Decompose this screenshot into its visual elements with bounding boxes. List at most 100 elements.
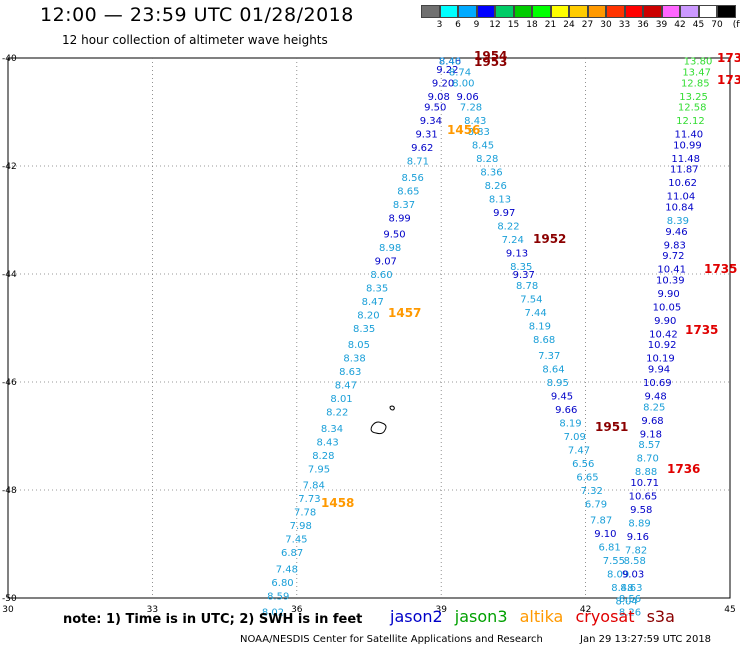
wave-height-label: 9.66 — [555, 405, 577, 416]
mission-legend: jason2 jason3 altika cryosat s3a — [390, 607, 682, 626]
lon-tick-label: 36 — [291, 605, 303, 615]
wave-height-label: 7.47 — [568, 446, 590, 457]
pass-time-label: 1954 — [474, 49, 507, 63]
wave-height-label: 8.34 — [321, 424, 343, 435]
wave-height-label: 8.56 — [619, 594, 641, 605]
wave-height-label: 8.63 — [620, 583, 642, 594]
wave-height-label: 12.85 — [681, 78, 710, 89]
wave-height-label: 8.88 — [635, 467, 657, 478]
wave-height-label: 8.89 — [628, 518, 650, 529]
wave-height-label: 8.20 — [357, 311, 379, 322]
wave-height-label: 9.10 — [594, 529, 616, 540]
wave-height-label: 8.26 — [619, 608, 641, 619]
wave-height-label: 8.35 — [366, 284, 388, 295]
pass-time-label: 1951 — [595, 420, 628, 434]
wave-height-label: 9.50 — [424, 103, 446, 114]
lon-tick-label: 45 — [724, 605, 735, 615]
wave-height-label: 11.87 — [670, 165, 699, 176]
wave-height-label: 8.95 — [547, 378, 569, 389]
wave-height-label: 7.32 — [581, 486, 603, 497]
wave-height-label: 9.46 — [665, 227, 687, 238]
wave-height-label: 8.71 — [407, 157, 429, 168]
wave-height-label: 7.45 — [285, 535, 307, 546]
wave-height-label: 8.47 — [335, 381, 357, 392]
lat-tick-label: -44 — [2, 270, 17, 280]
island-outline — [389, 405, 395, 411]
lat-tick-label: -42 — [2, 162, 17, 172]
wave-height-label: 7.09 — [564, 432, 586, 443]
lat-tick-label: -46 — [2, 378, 17, 388]
wave-height-label: 8.22 — [497, 221, 519, 232]
wave-height-label: 8.19 — [559, 419, 581, 430]
pass-time-label: 173 — [717, 73, 740, 87]
legend-label: 45 — [692, 20, 705, 30]
wave-height-label: 7.37 — [538, 351, 560, 362]
map-subtitle: 12 hour collection of altimeter wave hei… — [62, 33, 328, 47]
wave-height-label: 10.39 — [656, 275, 685, 286]
wave-height-label: 7.28 — [460, 103, 482, 114]
legend-label: 9 — [473, 20, 480, 30]
legend-swatch — [661, 5, 680, 18]
wave-height-label: 8.70 — [637, 454, 659, 465]
wave-height-label: 8.35 — [510, 262, 532, 273]
wave-height-label: 6.81 — [598, 543, 620, 554]
wave-height-label: 8.47 — [362, 297, 384, 308]
legend-swatch — [421, 5, 440, 18]
wave-height-label: 8.02 — [262, 608, 284, 619]
mission-jason2-label: jason2 — [390, 607, 443, 626]
wave-height-label: 10.05 — [653, 302, 682, 313]
wave-height-label: 8.68 — [533, 335, 555, 346]
legend-label: 39 — [655, 20, 668, 30]
legend-swatch — [698, 5, 717, 18]
wave-height-label: 8.58 — [624, 556, 646, 567]
wave-height-label: 8.59 — [267, 591, 289, 602]
legend-label: 18 — [526, 20, 538, 30]
wave-height-label: 8.60 — [370, 270, 392, 281]
wave-height-label: 9.62 — [411, 143, 433, 154]
wave-height-label: 11.04 — [667, 192, 696, 203]
map-frame — [7, 57, 731, 599]
footer-note: note: 1) Time is in UTC; 2) SWH is in fe… — [63, 612, 363, 627]
legend-label: 36 — [637, 20, 649, 30]
wave-height-label: 8.46 — [439, 57, 461, 68]
wave-height-label: 9.58 — [630, 505, 652, 516]
wave-height-label: 8.26 — [485, 181, 507, 192]
credit-line: NOAA/NESDIS Center for Satellite Applica… — [240, 634, 543, 645]
wave-height-label: 9.94 — [648, 365, 670, 376]
legend-swatch — [587, 5, 606, 18]
wave-height-label: 11.40 — [674, 130, 703, 141]
legend-label: 70 — [711, 20, 723, 30]
wave-height-label: 8.98 — [379, 243, 401, 254]
wave-height-label: 9.68 — [641, 416, 663, 427]
legend-label: 21 — [544, 20, 557, 30]
wave-height-label: 7.82 — [625, 545, 647, 556]
wave-height-label: 8.56 — [402, 173, 424, 184]
legend-swatch — [439, 5, 458, 18]
wave-height-label: 8.78 — [516, 281, 538, 292]
wave-height-label: 7.48 — [276, 564, 298, 575]
wave-height-label: 8.57 — [638, 440, 660, 451]
wave-height-label: 8.09 — [607, 570, 629, 581]
lon-tick-label: 39 — [435, 605, 447, 615]
wave-height-label: 9.06 — [457, 92, 479, 103]
wave-height-label: 12.58 — [678, 103, 707, 114]
pass-time-label: 1952 — [533, 232, 566, 246]
legend-swatch — [717, 5, 736, 18]
wave-height-label: 10.19 — [646, 354, 675, 365]
wave-height-label: 9.90 — [654, 316, 676, 327]
wave-height-label: 8.04 — [615, 597, 637, 608]
wave-height-label: 8.63 — [339, 367, 361, 378]
legend-label: 42 — [674, 20, 686, 30]
wave-height-label: 6.56 — [572, 459, 594, 470]
wave-height-label: 9.97 — [493, 208, 515, 219]
wave-height-label: 8.39 — [667, 216, 689, 227]
wave-height-label: 9.03 — [622, 570, 644, 581]
legend-label: 15 — [507, 20, 520, 30]
lon-tick-label: 30 — [2, 605, 14, 615]
wave-height-label: 10.92 — [648, 340, 677, 351]
wave-height-label: 6.65 — [576, 473, 598, 484]
legend-label: 33 — [618, 20, 631, 30]
wave-height-label: 7.44 — [525, 308, 547, 319]
wave-height-label: 8.35 — [353, 324, 375, 335]
